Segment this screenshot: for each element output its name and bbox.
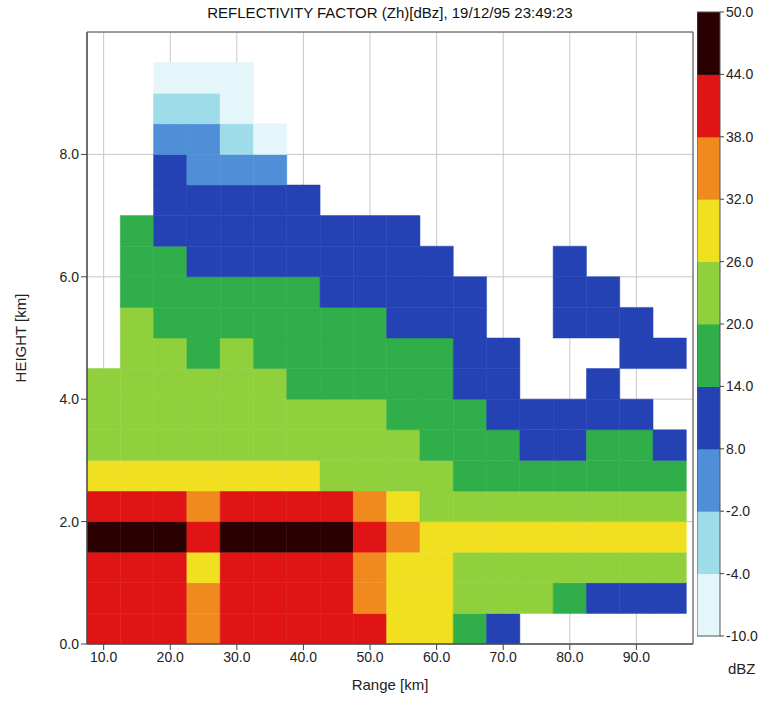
svg-text:8.0: 8.0: [60, 146, 80, 162]
svg-text:2.0: 2.0: [60, 514, 80, 530]
svg-text:60.0: 60.0: [423, 649, 450, 665]
svg-text:32.0: 32.0: [726, 191, 753, 207]
svg-text:50.0: 50.0: [356, 649, 383, 665]
svg-text:20.0: 20.0: [726, 316, 753, 332]
svg-text:-4.0: -4.0: [726, 566, 750, 582]
svg-text:50.0: 50.0: [726, 4, 753, 20]
svg-text:0.0: 0.0: [60, 636, 80, 652]
svg-text:44.0: 44.0: [726, 66, 753, 82]
svg-text:38.0: 38.0: [726, 129, 753, 145]
html-text:REFLECTIVITY FACTOR (Zh)[dBz],: REFLECTIVITY FACTOR (Zh)[dBz], 19/12/95 …: [207, 4, 573, 21]
svg-text:4.0: 4.0: [60, 391, 80, 407]
svg-text:80.0: 80.0: [556, 649, 583, 665]
svg-text:-2.0: -2.0: [726, 503, 750, 519]
svg-text:40.0: 40.0: [290, 649, 317, 665]
svg-text:Range [km]: Range [km]: [352, 676, 429, 693]
svg-text:-10.0: -10.0: [726, 628, 758, 644]
svg-text:90.0: 90.0: [623, 649, 650, 665]
svg-text:70.0: 70.0: [490, 649, 517, 665]
svg-text:dBZ: dBZ: [728, 660, 756, 677]
svg-text:20.0: 20.0: [157, 649, 184, 665]
svg-text:26.0: 26.0: [726, 254, 753, 270]
svg-text:10.0: 10.0: [90, 649, 117, 665]
svg-text:14.0: 14.0: [726, 378, 753, 394]
svg-text:30.0: 30.0: [223, 649, 250, 665]
svg-text:HEIGHT [km]: HEIGHT [km]: [12, 294, 29, 383]
svg-text:6.0: 6.0: [60, 269, 80, 285]
svg-text:8.0: 8.0: [726, 441, 746, 457]
